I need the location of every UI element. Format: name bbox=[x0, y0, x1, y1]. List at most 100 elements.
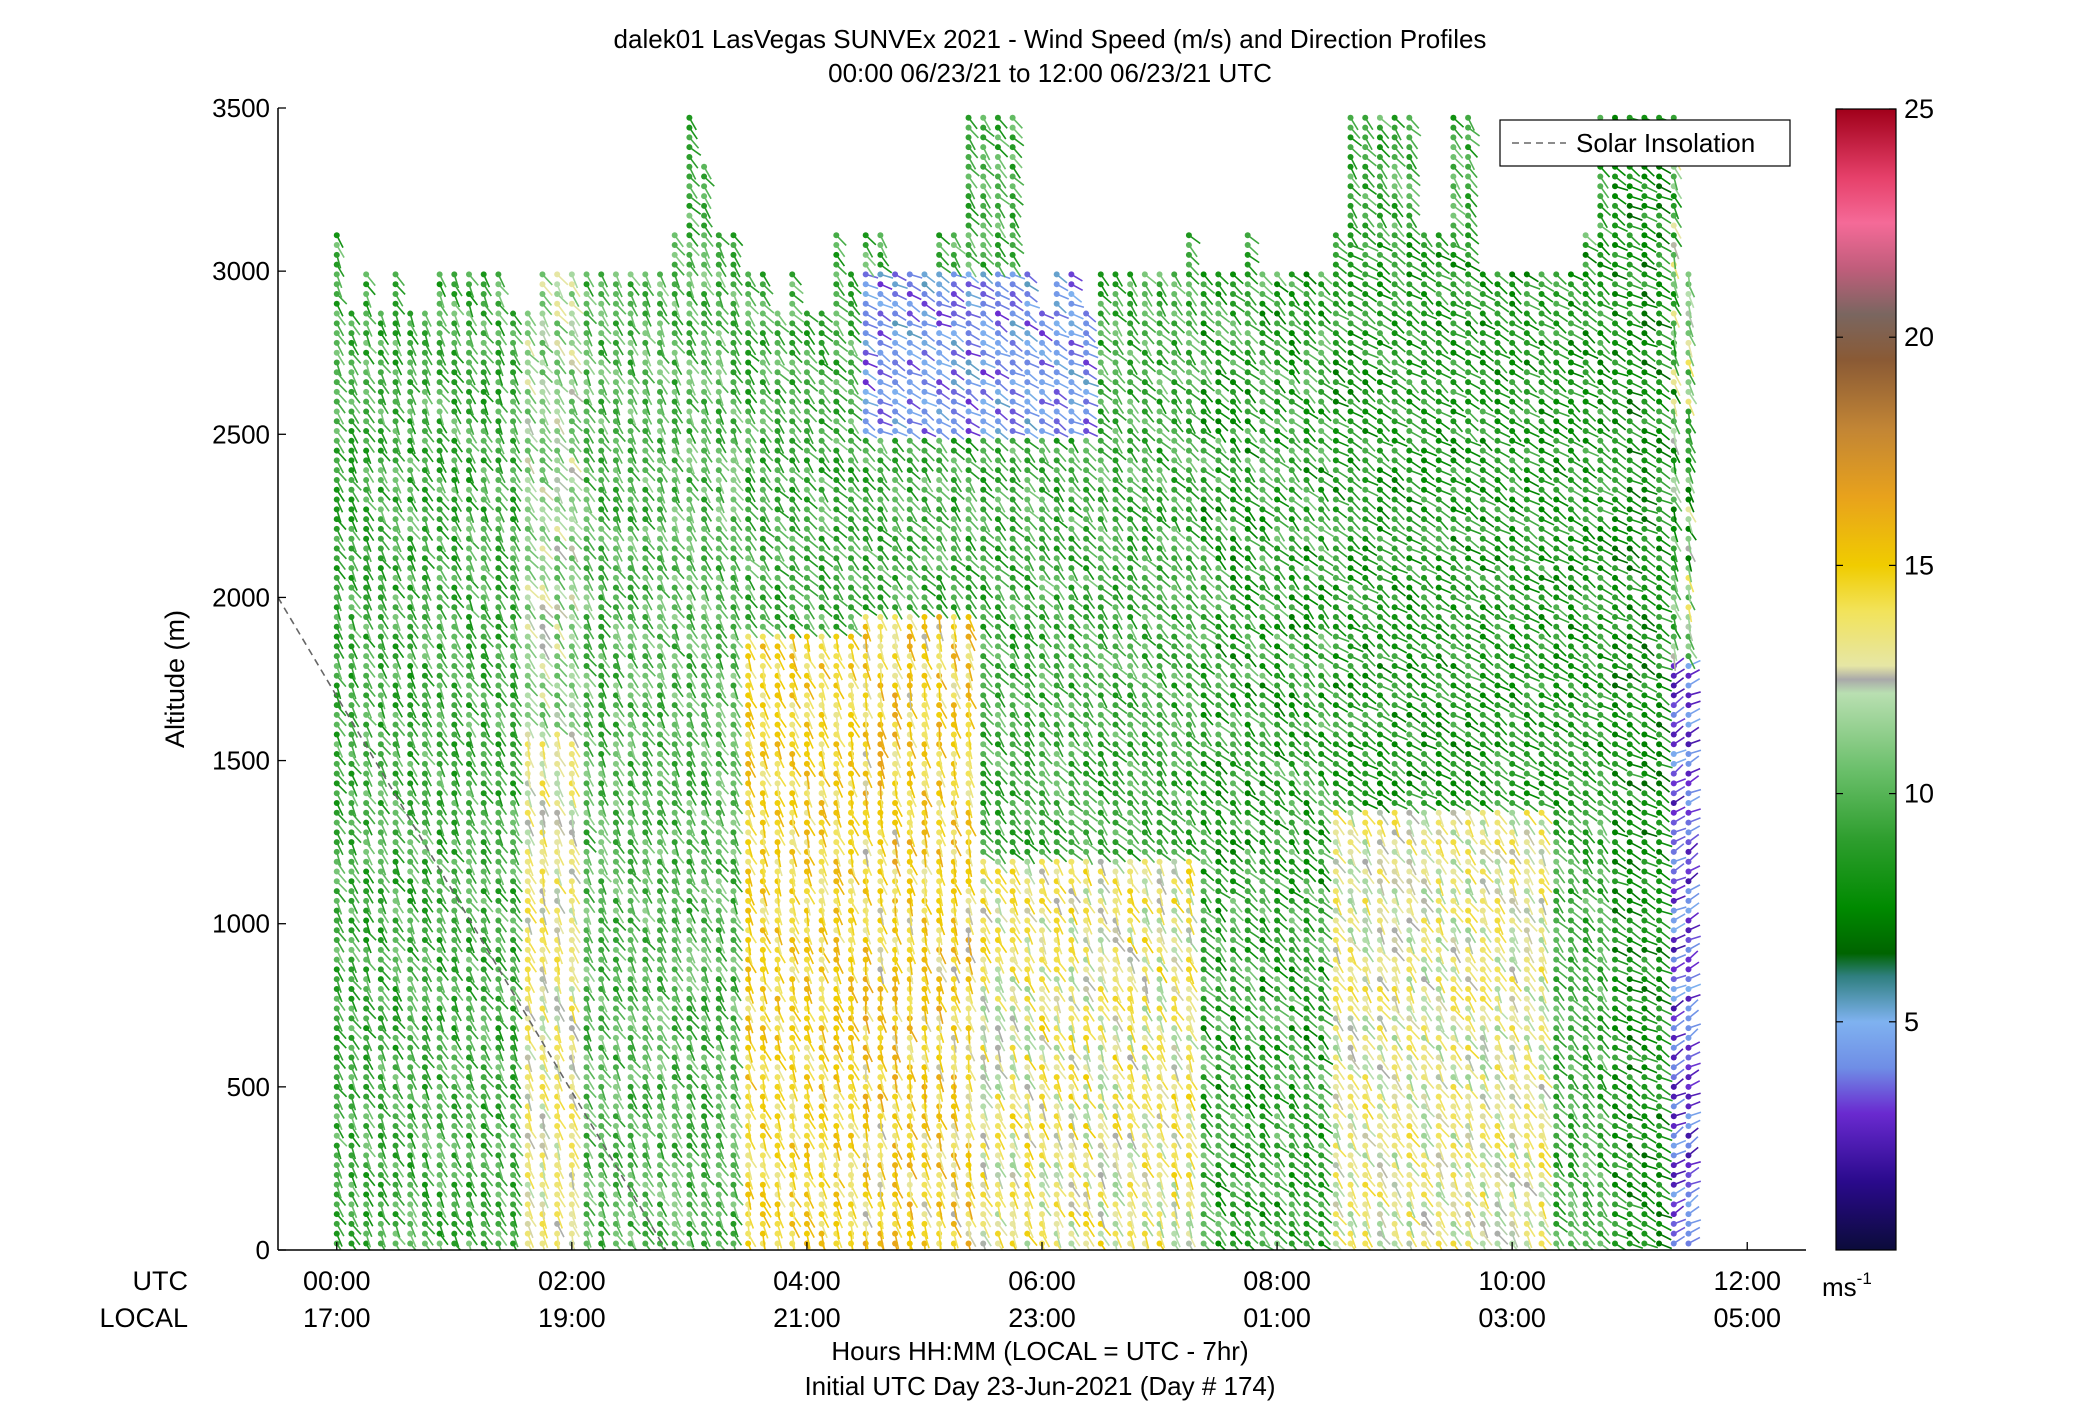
wind-barb-dot bbox=[642, 1054, 649, 1061]
wind-barb-dot bbox=[377, 682, 384, 689]
wind-barb-dot bbox=[495, 555, 502, 562]
wind-barb-dot bbox=[407, 937, 414, 944]
wind-barb-dot bbox=[466, 868, 472, 875]
wind-barb-dot bbox=[480, 966, 487, 973]
wind-barb-dot bbox=[451, 1083, 458, 1090]
wind-barb-dot bbox=[642, 525, 649, 532]
wind-barb-dot bbox=[407, 1191, 414, 1198]
wind-barb-dot bbox=[421, 672, 428, 679]
wind-barb-dot bbox=[510, 839, 517, 846]
wind-barb-dot bbox=[348, 1123, 355, 1130]
wind-barb-dot bbox=[451, 271, 458, 278]
wind-barb-dot bbox=[554, 447, 561, 454]
wind-barb-dot bbox=[333, 751, 340, 758]
wind-barb-dot bbox=[451, 976, 458, 983]
wind-barb-dot bbox=[657, 790, 663, 797]
wind-barb-dot bbox=[348, 437, 355, 444]
wind-barb-dot bbox=[686, 1211, 693, 1218]
wind-barb-dot bbox=[392, 1171, 399, 1178]
wind-barb-dot bbox=[510, 565, 517, 572]
wind-barb-dot bbox=[524, 829, 531, 836]
wind-barb-dot bbox=[612, 476, 619, 483]
wind-barb-dot bbox=[451, 731, 458, 738]
wind-barb-dot bbox=[495, 1181, 502, 1188]
wind-barb-dot bbox=[421, 751, 428, 758]
wind-barb-dot bbox=[436, 565, 443, 572]
wind-barb-dot bbox=[686, 868, 693, 875]
wind-barb-dot bbox=[554, 584, 561, 591]
wind-barb-dot bbox=[524, 476, 531, 483]
wind-barb-dot bbox=[510, 1005, 517, 1012]
wind-barb-dot bbox=[377, 848, 384, 855]
wind-barb-dot bbox=[598, 1230, 605, 1237]
wind-barb-dot bbox=[539, 467, 546, 474]
wind-barb-dot bbox=[407, 956, 414, 963]
wind-barb-dot bbox=[568, 476, 575, 483]
wind-barb-dot bbox=[421, 829, 428, 836]
wind-barb-dot bbox=[348, 535, 355, 542]
wind-barb-dot bbox=[495, 623, 502, 630]
wind-barb-dot bbox=[627, 1132, 634, 1139]
wind-barb-dot bbox=[392, 349, 399, 356]
wind-barb-dot bbox=[451, 1220, 458, 1227]
wind-barb-dot bbox=[466, 751, 472, 758]
wind-barb-dot bbox=[392, 379, 399, 386]
wind-barb-dot bbox=[657, 927, 663, 934]
wind-barb-dot bbox=[348, 741, 355, 748]
wind-barb-dot bbox=[363, 1220, 370, 1227]
wind-barb-dot bbox=[333, 349, 340, 356]
wind-barb-dot bbox=[466, 1152, 472, 1159]
wind-barb-dot bbox=[392, 662, 399, 669]
wind-barb-dot bbox=[377, 1230, 384, 1237]
wind-barb-dot bbox=[392, 1123, 399, 1130]
wind-barb-dot bbox=[333, 379, 340, 386]
wind-barb-dot bbox=[377, 1240, 384, 1247]
wind-barb-dot bbox=[377, 565, 384, 572]
wind-barb-dot bbox=[392, 408, 399, 415]
wind-barb-dot bbox=[333, 486, 340, 493]
wind-barb-dot bbox=[642, 398, 649, 405]
wind-barb-dot bbox=[466, 829, 472, 836]
wind-barb-dot bbox=[392, 1103, 399, 1110]
wind-barb-dot bbox=[451, 1162, 458, 1169]
wind-barb-dot bbox=[348, 1181, 355, 1188]
wind-barb-dot bbox=[392, 1064, 399, 1071]
wind-barb-dot bbox=[539, 271, 546, 278]
wind-barb-dot bbox=[333, 1005, 340, 1012]
wind-barb-dot bbox=[686, 1005, 693, 1012]
wind-barb-dot bbox=[407, 467, 414, 474]
wind-barb-dot bbox=[421, 702, 428, 709]
wind-barb-dot bbox=[421, 956, 428, 963]
wind-barb-dot bbox=[407, 379, 414, 386]
wind-barb-dot bbox=[539, 349, 546, 356]
wind-barb-dot bbox=[363, 917, 370, 924]
wind-barb-dot bbox=[554, 1201, 561, 1208]
wind-barb-dot bbox=[480, 643, 487, 650]
wind-barb-dot bbox=[612, 888, 619, 895]
wind-profile-column bbox=[642, 271, 657, 1250]
wind-barb-dot bbox=[642, 878, 649, 885]
wind-barb-dot bbox=[436, 437, 443, 444]
wind-barb-dot bbox=[407, 995, 414, 1002]
wind-barb-dot bbox=[686, 692, 693, 699]
wind-barb-dot bbox=[598, 339, 605, 346]
wind-barb-dot bbox=[554, 721, 561, 728]
wind-barb-dot bbox=[466, 457, 472, 464]
wind-barb-dot bbox=[495, 604, 502, 611]
wind-barb-dot bbox=[407, 1064, 414, 1071]
wind-barb-dot bbox=[348, 1044, 355, 1051]
wind-barb-dot bbox=[348, 1093, 355, 1100]
wind-barb-dot bbox=[642, 623, 649, 630]
wind-barb-dot bbox=[554, 1044, 561, 1051]
wind-barb-dot bbox=[657, 359, 663, 366]
wind-barb-dot bbox=[598, 271, 605, 278]
wind-barb-dot bbox=[627, 496, 634, 503]
wind-barb-dot bbox=[539, 369, 546, 376]
wind-barb-dot bbox=[333, 1103, 340, 1110]
wind-barb-dot bbox=[568, 614, 575, 621]
wind-barb-dot bbox=[377, 310, 384, 317]
wind-barb-dot bbox=[495, 770, 502, 777]
wind-barb-dot bbox=[686, 604, 693, 611]
wind-barb-dot bbox=[642, 1123, 649, 1130]
wind-barb-dot bbox=[377, 486, 384, 493]
